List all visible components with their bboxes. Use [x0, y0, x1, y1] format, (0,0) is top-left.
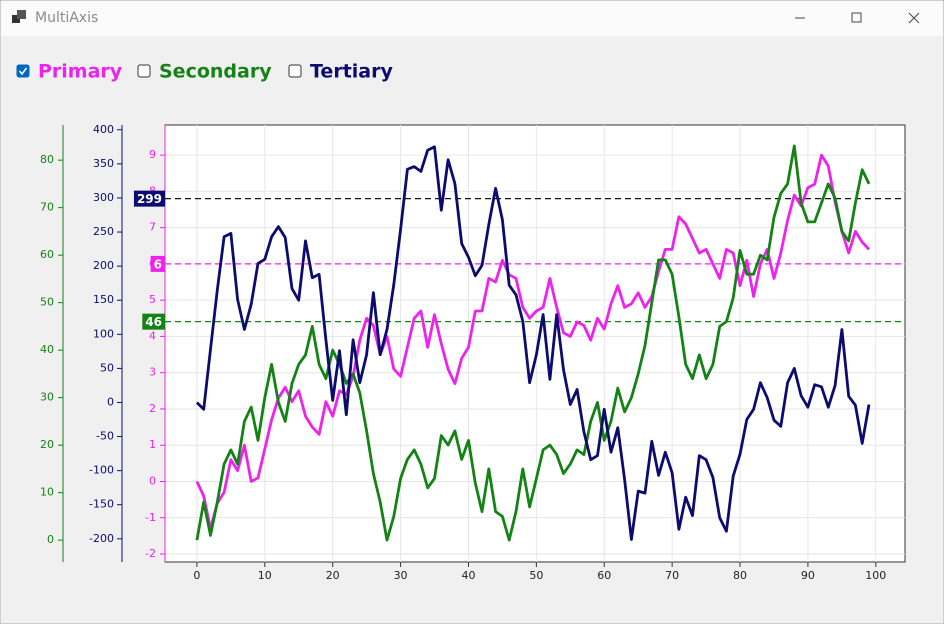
y-tick-label: 250 — [93, 225, 114, 238]
close-button[interactable] — [908, 12, 920, 24]
plot-area — [164, 124, 906, 563]
checkbox-box[interactable] — [16, 64, 30, 78]
y-tick-label: -150 — [89, 498, 114, 511]
y-tick-label: -1 — [145, 511, 156, 524]
series-line — [195, 145, 871, 541]
checkbox-box[interactable] — [288, 64, 302, 78]
y-tick-label: 10 — [40, 486, 54, 499]
x-tick-label: 90 — [801, 569, 815, 582]
checkbox[interactable]: Secondary — [137, 61, 272, 83]
title-bar — [1, 1, 943, 36]
y-tick-label: 60 — [40, 248, 54, 261]
y-tick-label: 30 — [40, 391, 54, 404]
y-tick-label: 40 — [40, 343, 54, 356]
y-tick-label: 20 — [40, 438, 54, 451]
threshold-label-box — [142, 313, 165, 330]
y-tick-label: 0 — [107, 395, 114, 408]
checkbox-bar: Primary Secondary Tertiary — [16, 61, 393, 83]
checkbox-check — [18, 67, 28, 76]
y-tick-label: 1 — [149, 438, 156, 451]
y-tick-label: 0 — [149, 474, 156, 487]
maximize-button[interactable] — [851, 12, 862, 23]
window-title: MultiAxis — [35, 10, 98, 26]
x-tick-label: 50 — [529, 569, 543, 582]
x-tick-label: 80 — [733, 569, 747, 582]
threshold-label-text: 46 — [145, 315, 162, 329]
x-tick-label: 30 — [394, 569, 408, 582]
x-tick-label: 0 — [193, 569, 200, 582]
y-tick-label: 200 — [93, 259, 114, 272]
x-tick-label: 60 — [597, 569, 611, 582]
y-tick-label: 50 — [100, 361, 114, 374]
checkbox-label[interactable]: Primary — [38, 61, 123, 83]
series-line — [195, 153, 871, 530]
threshold-label-box — [133, 190, 165, 207]
checkbox-label[interactable]: Secondary — [159, 61, 272, 83]
x-tick-label: 20 — [326, 569, 340, 582]
threshold-label: 299 — [133, 190, 165, 207]
y-tick-label: -2 — [145, 547, 156, 560]
chart: 0102030405060708090100-2-101234567890102… — [40, 123, 905, 582]
y-tick-label: 100 — [93, 327, 114, 340]
x-tick-label: 70 — [665, 569, 679, 582]
y-tick-label: 400 — [93, 123, 114, 136]
threshold-label-text: 299 — [137, 192, 162, 206]
y-tick-label: 3 — [149, 366, 156, 379]
checkbox-label[interactable]: Tertiary — [310, 61, 393, 83]
series-line — [195, 144, 871, 542]
threshold-label: 46 — [142, 313, 165, 330]
y-tick-label: 300 — [93, 191, 114, 204]
checkbox[interactable]: Tertiary — [288, 61, 393, 83]
y-tick-label: 4 — [149, 329, 156, 342]
app-icon — [12, 10, 26, 23]
y-tick-label: 150 — [93, 293, 114, 306]
x-tick-label: 100 — [865, 569, 886, 582]
y-tick-label: 50 — [40, 296, 54, 309]
y-tick-label: 70 — [40, 201, 54, 214]
threshold-label: 6 — [150, 255, 165, 272]
y-tick-label: 9 — [149, 148, 156, 161]
x-tick-label: 40 — [461, 569, 475, 582]
y-tick-label: 350 — [93, 157, 114, 170]
checkbox-box[interactable] — [137, 64, 151, 78]
y-tick-label: 0 — [47, 533, 54, 546]
y-tick-label: 7 — [149, 221, 156, 234]
threshold-label-box — [150, 255, 165, 272]
y-tick-label: 5 — [149, 293, 156, 306]
y-tick-label: 2 — [149, 402, 156, 415]
checkbox[interactable]: Primary — [16, 61, 123, 83]
y-tick-label: -200 — [89, 532, 114, 545]
x-tick-label: 10 — [258, 569, 272, 582]
y-tick-label: 80 — [40, 153, 54, 166]
y-tick-label: -100 — [89, 464, 114, 477]
threshold-label-text: 6 — [154, 257, 162, 271]
y-tick-label: -50 — [96, 430, 114, 443]
